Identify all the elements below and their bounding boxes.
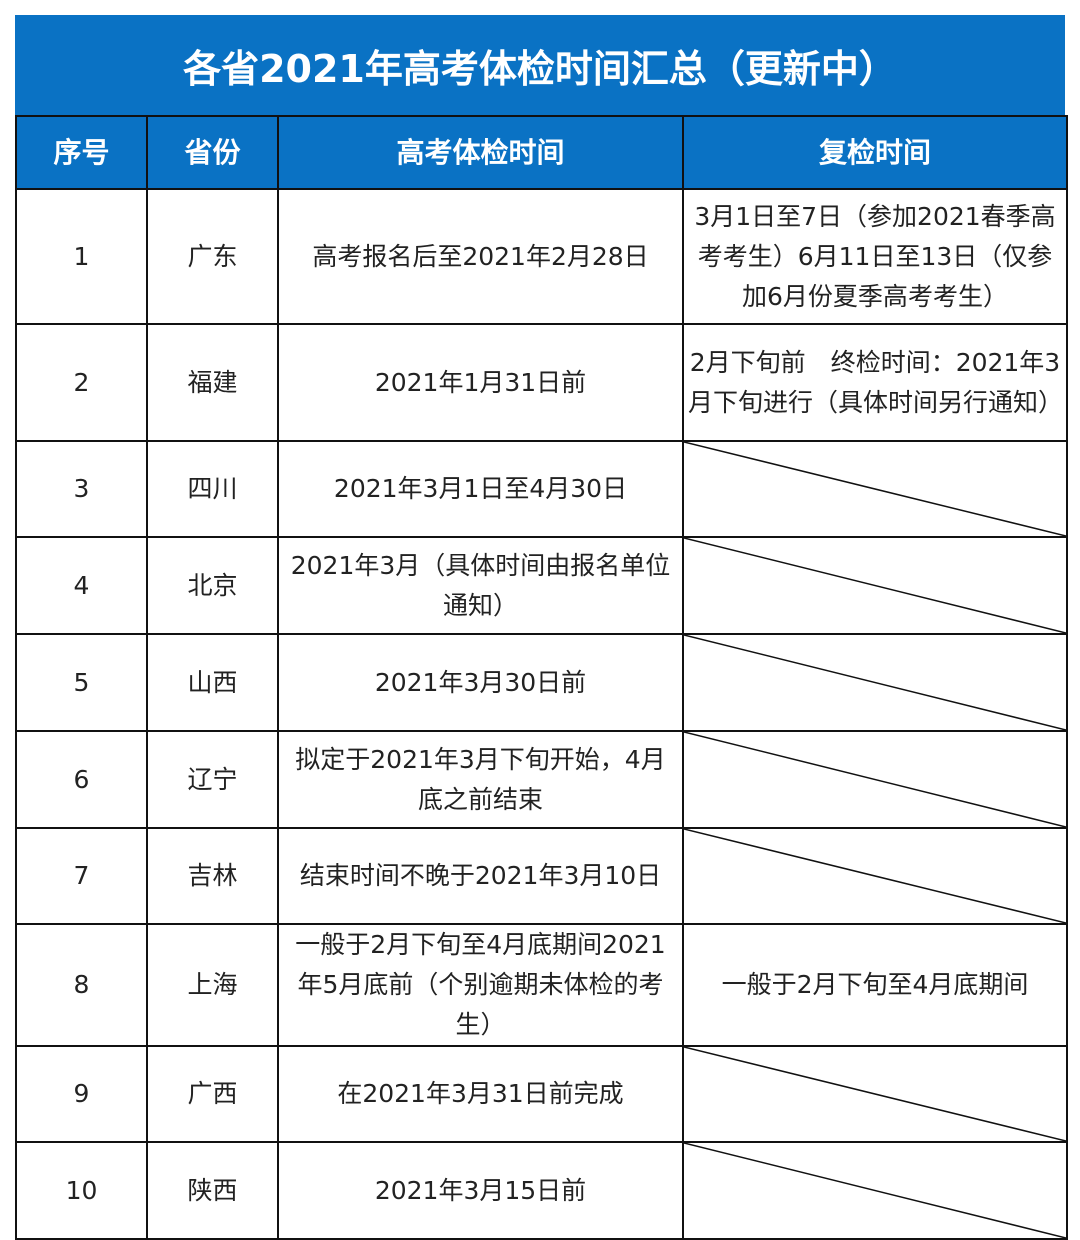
diagonal-line (684, 829, 1066, 923)
recheck-time-cell: 3月1日至7日（参加2021春季高考考生）6月11日至13日（仅参加6月份夏季高… (682, 188, 1068, 325)
province-cell: 广东 (146, 188, 279, 325)
exam-time-cell: 在2021年3月31日前完成 (277, 1045, 684, 1143)
header-row: 序号 省份 高考体检时间 复检时间 (15, 115, 1068, 190)
table-row: 7 吉林 结束时间不晚于2021年3月10日 (15, 827, 1068, 925)
header-no: 序号 (15, 115, 148, 190)
recheck-time-cell (682, 827, 1068, 925)
diagonal-line (684, 732, 1066, 827)
recheck-time-cell (682, 730, 1068, 829)
table-row: 2 福建 2021年1月31日前 2月下旬前 终检时间：2021年3月下旬进行（具体时… (15, 323, 1068, 442)
header-recheck-time: 复检时间 (682, 115, 1068, 190)
exam-time-cell: 2021年3月1日至4月30日 (277, 440, 684, 538)
recheck-time-cell (682, 633, 1068, 732)
recheck-time-cell (682, 1141, 1068, 1240)
row-number: 9 (15, 1045, 148, 1143)
exam-time-cell: 高考报名后至2021年2月28日 (277, 188, 684, 325)
table-row: 9 广西 在2021年3月31日前完成 (15, 1045, 1068, 1143)
physical-exam-table: 序号 省份 高考体检时间 复检时间 1 广东 高考报名后至2021年2月28日 3月1… (15, 115, 1068, 1240)
row-number: 4 (15, 536, 148, 635)
recheck-time-cell (682, 440, 1068, 538)
province-cell: 福建 (146, 323, 279, 442)
row-number: 8 (15, 923, 148, 1047)
diagonal-line (684, 635, 1066, 730)
row-number: 1 (15, 188, 148, 325)
diagonal-line (684, 538, 1066, 633)
exam-time-cell: 拟定于2021年3月下旬开始，4月底之前结束 (277, 730, 684, 829)
diagonal-line (684, 1047, 1066, 1141)
province-cell: 北京 (146, 536, 279, 635)
province-cell: 山西 (146, 633, 279, 732)
table-row: 6 辽宁 拟定于2021年3月下旬开始，4月底之前结束 (15, 730, 1068, 829)
table-row: 1 广东 高考报名后至2021年2月28日 3月1日至7日（参加2021春季高考考生）… (15, 188, 1068, 325)
province-cell: 上海 (146, 923, 279, 1047)
row-number: 2 (15, 323, 148, 442)
recheck-time-cell: 2月下旬前 终检时间：2021年3月下旬进行（具体时间另行通知） (682, 323, 1068, 442)
table-row: 3 四川 2021年3月1日至4月30日 (15, 440, 1068, 538)
province-cell: 陕西 (146, 1141, 279, 1240)
diagonal-line (684, 1143, 1066, 1238)
province-cell: 吉林 (146, 827, 279, 925)
table-title: 各省2021年高考体检时间汇总（更新中） (15, 15, 1065, 115)
exam-time-cell: 2021年3月（具体时间由报名单位通知） (277, 536, 684, 635)
table-row: 4 北京 2021年3月（具体时间由报名单位通知） (15, 536, 1068, 635)
province-cell: 广西 (146, 1045, 279, 1143)
recheck-time-cell (682, 536, 1068, 635)
table-row: 8 上海 一般于2月下旬至4月底期间2021年5月底前（个别逾期未体检的考生） 一般于… (15, 923, 1068, 1047)
exam-time-cell: 一般于2月下旬至4月底期间2021年5月底前（个别逾期未体检的考生） (277, 923, 684, 1047)
header-exam-time: 高考体检时间 (277, 115, 684, 190)
row-number: 10 (15, 1141, 148, 1240)
row-number: 5 (15, 633, 148, 732)
table-row: 10 陕西 2021年3月15日前 (15, 1141, 1068, 1240)
exam-time-cell: 2021年3月30日前 (277, 633, 684, 732)
province-cell: 四川 (146, 440, 279, 538)
exam-time-cell: 2021年1月31日前 (277, 323, 684, 442)
recheck-time-cell: 一般于2月下旬至4月底期间 (682, 923, 1068, 1047)
recheck-time-cell (682, 1045, 1068, 1143)
row-number: 3 (15, 440, 148, 538)
diagonal-line (684, 442, 1066, 536)
exam-time-cell: 结束时间不晚于2021年3月10日 (277, 827, 684, 925)
row-number: 6 (15, 730, 148, 829)
header-province: 省份 (146, 115, 279, 190)
table-row: 5 山西 2021年3月30日前 (15, 633, 1068, 732)
province-cell: 辽宁 (146, 730, 279, 829)
row-number: 7 (15, 827, 148, 925)
exam-time-cell: 2021年3月15日前 (277, 1141, 684, 1240)
